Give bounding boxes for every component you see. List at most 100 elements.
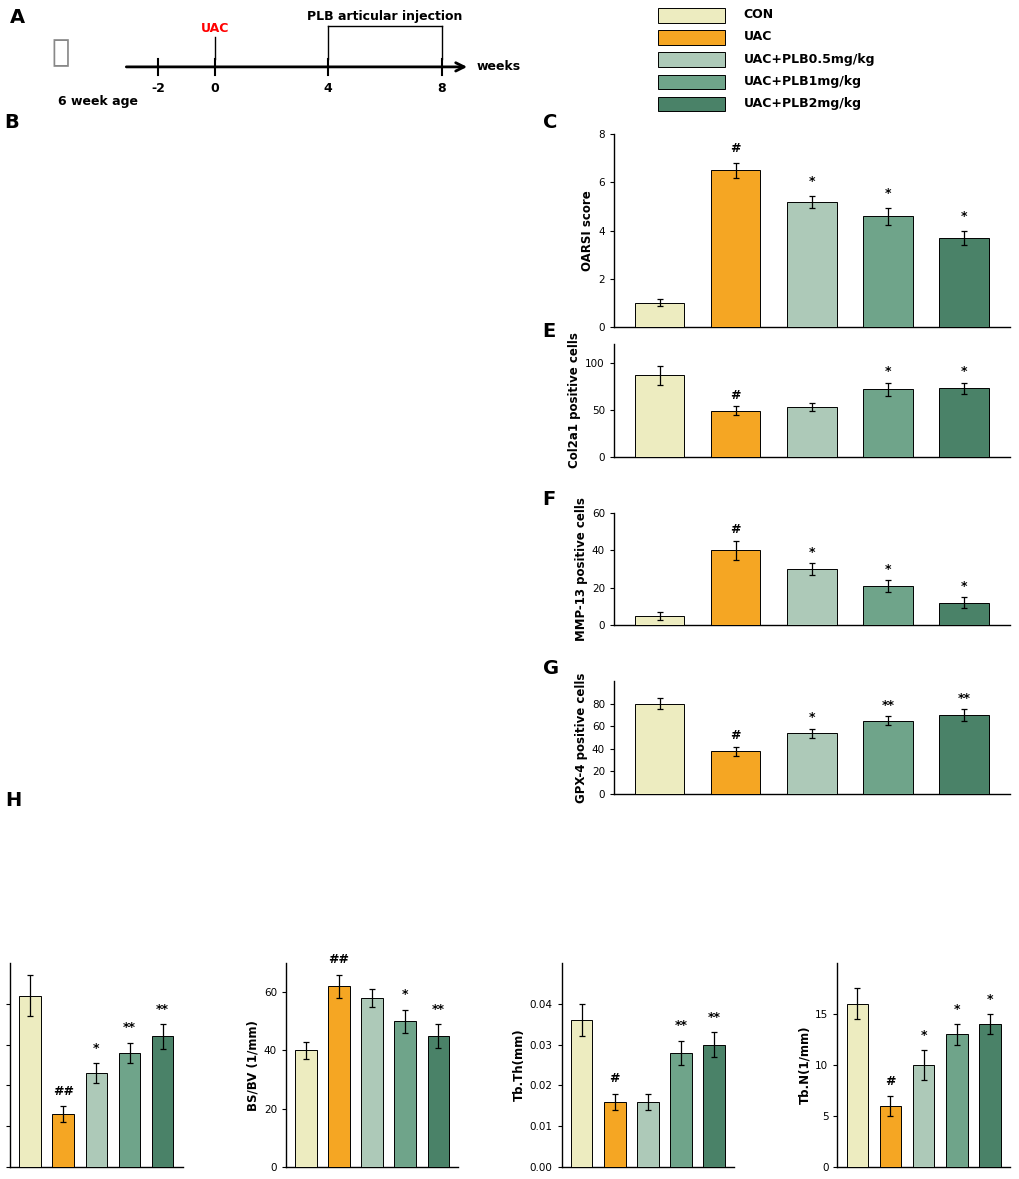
Text: *: *: [960, 580, 966, 593]
Text: F: F: [542, 490, 555, 509]
Text: *: *: [883, 365, 891, 378]
Text: *: *: [93, 1042, 100, 1055]
Bar: [603, 1102, 625, 1167]
Y-axis label: Tb.N(1/mm): Tb.N(1/mm): [797, 1026, 810, 1105]
Bar: [118, 1053, 141, 1167]
Bar: [637, 1102, 658, 1167]
Text: #: #: [730, 729, 740, 742]
Text: -2: -2: [151, 83, 165, 95]
Bar: [862, 586, 912, 625]
Text: #: #: [730, 143, 740, 156]
Bar: [86, 1073, 107, 1167]
Bar: [152, 1036, 173, 1167]
Bar: [634, 704, 684, 793]
Bar: [634, 615, 684, 625]
FancyBboxPatch shape: [658, 97, 725, 111]
Text: **: **: [707, 1012, 720, 1025]
Bar: [634, 303, 684, 327]
Bar: [862, 389, 912, 456]
Text: #: #: [609, 1073, 620, 1086]
Text: UAC: UAC: [743, 31, 771, 44]
Bar: [846, 1003, 867, 1167]
Text: #: #: [730, 523, 740, 536]
Text: *: *: [808, 174, 814, 187]
Text: *: *: [401, 988, 409, 1001]
Y-axis label: GPX-4 positive cells: GPX-4 positive cells: [574, 672, 587, 803]
Y-axis label: Tb.Th(mm): Tb.Th(mm): [512, 1029, 525, 1101]
Y-axis label: Col2a1 positive cells: Col2a1 positive cells: [568, 332, 581, 468]
Bar: [427, 1036, 448, 1167]
Text: CON: CON: [97, 815, 123, 825]
Text: UAC+PLB2mg/kg: UAC+PLB2mg/kg: [743, 97, 861, 110]
Bar: [19, 995, 41, 1167]
Bar: [571, 1020, 592, 1167]
Text: **: **: [880, 699, 894, 712]
Text: 0: 0: [210, 83, 219, 95]
Y-axis label: OARSI score: OARSI score: [581, 190, 593, 271]
Text: C: C: [542, 113, 556, 132]
Text: E: E: [542, 322, 555, 341]
Text: **: **: [123, 1021, 136, 1034]
Bar: [394, 1021, 416, 1167]
Bar: [938, 238, 987, 327]
Bar: [862, 720, 912, 793]
FancyBboxPatch shape: [658, 53, 725, 67]
Text: G: G: [542, 659, 558, 678]
Bar: [361, 997, 382, 1167]
Bar: [945, 1034, 967, 1167]
Bar: [787, 733, 836, 793]
Text: B: B: [4, 113, 19, 132]
FancyBboxPatch shape: [658, 74, 725, 90]
Text: H: H: [5, 791, 21, 810]
Text: *: *: [960, 365, 966, 378]
FancyBboxPatch shape: [658, 8, 725, 22]
Bar: [787, 202, 836, 327]
Text: #: #: [884, 1074, 895, 1087]
Bar: [710, 410, 760, 456]
Text: *: *: [919, 1028, 926, 1041]
Text: *: *: [808, 546, 814, 559]
Bar: [294, 1050, 316, 1167]
Bar: [938, 716, 987, 793]
Bar: [52, 1114, 74, 1167]
Text: ##: ##: [53, 1085, 73, 1098]
Text: #: #: [730, 389, 740, 402]
Bar: [710, 171, 760, 327]
Y-axis label: MMP-13 positive cells: MMP-13 positive cells: [574, 498, 587, 641]
Bar: [328, 987, 350, 1167]
Text: CON: CON: [743, 8, 772, 21]
Text: UAC+PLB2mg/kg: UAC+PLB2mg/kg: [857, 815, 961, 825]
Text: **: **: [957, 692, 970, 705]
Text: UAC+PLB1mg/kg: UAC+PLB1mg/kg: [657, 815, 761, 825]
Text: A: A: [10, 8, 25, 27]
Bar: [938, 388, 987, 456]
Bar: [787, 569, 836, 625]
Text: *: *: [808, 711, 814, 724]
Text: 6 week age: 6 week age: [58, 95, 139, 108]
Y-axis label: BS/BV (1/mm): BS/BV (1/mm): [247, 1020, 260, 1111]
Bar: [978, 1025, 1000, 1167]
Text: UAC: UAC: [201, 21, 229, 34]
Text: *: *: [953, 1003, 959, 1016]
Text: 🐁: 🐁: [51, 38, 69, 67]
Text: UAC+PLB0.5mg/kg: UAC+PLB0.5mg/kg: [743, 53, 874, 66]
Text: 4: 4: [323, 83, 332, 95]
Text: 8: 8: [437, 83, 445, 95]
Bar: [710, 551, 760, 625]
Text: *: *: [883, 187, 891, 200]
Text: **: **: [156, 1003, 169, 1016]
Bar: [862, 216, 912, 327]
Bar: [938, 602, 987, 625]
Text: UAC: UAC: [298, 815, 322, 825]
Bar: [912, 1065, 933, 1167]
FancyBboxPatch shape: [658, 31, 725, 45]
Bar: [703, 1045, 725, 1167]
Text: **: **: [674, 1020, 687, 1033]
Text: UAC+PLB1mg/kg: UAC+PLB1mg/kg: [743, 74, 861, 87]
Text: PLB articular injection: PLB articular injection: [307, 9, 463, 22]
Text: ##: ##: [328, 954, 350, 967]
Text: weeks: weeks: [476, 60, 520, 73]
Text: UAC+PLB0.5mg/kg: UAC+PLB0.5mg/kg: [451, 815, 568, 825]
Text: D: D: [4, 323, 20, 342]
Text: *: *: [883, 562, 891, 575]
